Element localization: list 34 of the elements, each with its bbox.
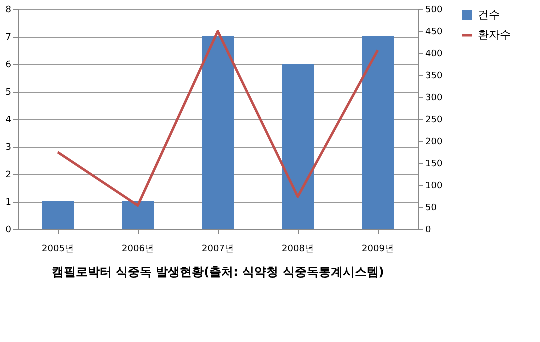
y2-tick-label: 250 [426, 116, 443, 126]
y-tick-label: 0 [6, 226, 12, 236]
legend-label: 건수 [478, 8, 500, 22]
bar [202, 36, 234, 229]
bar [282, 64, 314, 229]
y2-tick-label: 150 [426, 160, 443, 170]
x-tick-label: 2006년 [122, 244, 154, 254]
y-tick-label: 2 [6, 170, 12, 180]
y2-tick-label: 100 [426, 182, 443, 192]
y-tick-label: 3 [6, 143, 12, 153]
y2-tick-label: 450 [426, 28, 443, 38]
y2-tick-label: 350 [426, 72, 443, 82]
y-tick-label: 4 [6, 116, 12, 126]
text: 캠필로박터 식중독 발생현황(출처: 식약청 식중독통계시스템) [52, 265, 384, 279]
bar [42, 202, 74, 229]
y2-tick-label: 400 [426, 50, 443, 60]
bar [362, 36, 394, 229]
bar [122, 202, 154, 229]
legend-label: 환자수 [478, 28, 511, 42]
y-tick-label: 1 [6, 198, 12, 208]
x-tick-label: 2009년 [362, 244, 394, 254]
y-tick-label: 7 [6, 33, 12, 43]
y-tick-label: 5 [6, 88, 12, 98]
x-tick-label: 2008년 [282, 244, 314, 254]
y2-tick-label: 50 [426, 204, 438, 214]
y-tick-label: 8 [6, 6, 12, 16]
y2-tick-label: 200 [426, 138, 443, 148]
y2-tick-label: 300 [426, 94, 443, 104]
y2-tick-label: 500 [426, 6, 443, 16]
y-tick-label: 6 [6, 60, 12, 70]
x-tick-label: 2005년 [42, 244, 74, 254]
y2-tick-label: 0 [426, 226, 432, 236]
line-series [56, 30, 380, 207]
x-tick-label: 2007년 [202, 244, 234, 254]
